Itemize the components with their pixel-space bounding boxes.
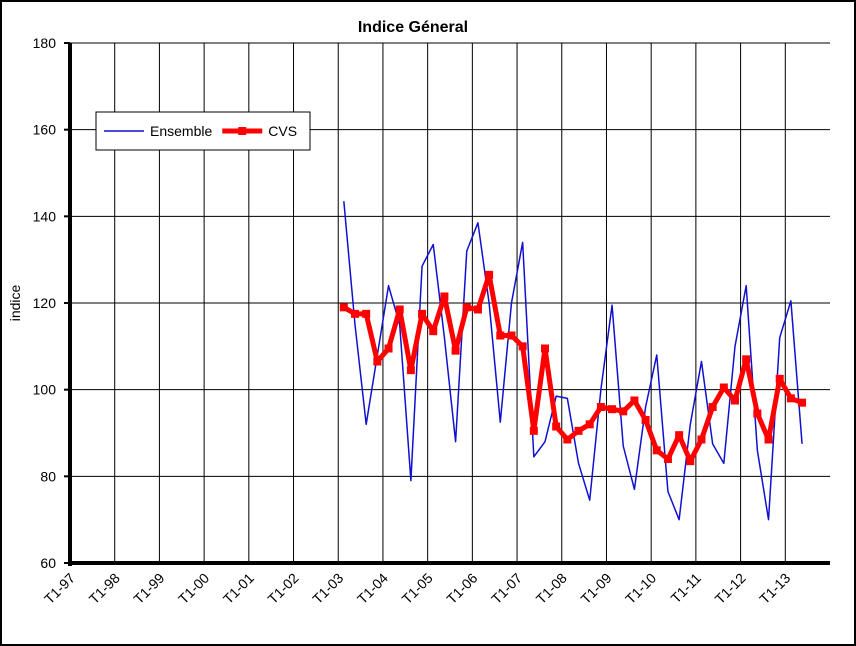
marker: [451, 346, 460, 355]
marker: [351, 309, 359, 318]
marker: [686, 457, 695, 466]
marker: [719, 383, 728, 392]
marker: [429, 327, 438, 336]
series-line: [343, 201, 803, 521]
marker: [697, 435, 706, 444]
marker: [440, 292, 449, 301]
marker: [563, 435, 572, 444]
marker: [652, 446, 661, 455]
marker: [641, 416, 650, 424]
marker: [753, 409, 762, 418]
marker: [373, 357, 382, 366]
marker: [675, 431, 684, 440]
marker: [518, 342, 527, 351]
y-tick-label: 60: [40, 555, 56, 571]
y-tick-label: 140: [33, 208, 57, 224]
y-axis-label: indice: [7, 285, 23, 322]
y-tick-label: 100: [33, 382, 57, 398]
marker: [406, 366, 415, 375]
marker: [663, 455, 672, 463]
marker: [395, 305, 404, 314]
chart-title: Indice Géneral: [358, 19, 468, 36]
marker: [708, 403, 717, 411]
marker: [619, 407, 628, 416]
y-tick-label: 160: [33, 122, 57, 138]
marker: [541, 344, 549, 353]
marker: [339, 303, 348, 312]
marker: [418, 309, 427, 318]
marker: [507, 331, 516, 340]
y-tick-label: 180: [33, 35, 57, 51]
marker: [775, 374, 784, 383]
marker: [764, 435, 773, 444]
marker: [596, 403, 605, 411]
marker: [574, 426, 583, 435]
marker: [485, 270, 494, 279]
marker: [496, 331, 505, 340]
marker: [362, 309, 371, 318]
y-tick-label: 120: [33, 295, 57, 311]
marker: [608, 405, 617, 414]
marker: [742, 355, 751, 364]
legend: Ensemble CVS: [95, 111, 311, 151]
marker: [585, 420, 594, 429]
legend-label: CVS: [268, 123, 297, 139]
marker: [786, 394, 795, 403]
marker: [529, 426, 538, 435]
legend-marker: [238, 127, 247, 135]
marker: [552, 422, 561, 431]
marker: [384, 344, 393, 353]
legend-label: Ensemble: [150, 123, 212, 139]
y-tick-label: 80: [40, 468, 56, 484]
marker: [731, 396, 739, 405]
marker: [462, 303, 471, 312]
marker: [630, 396, 639, 405]
marker: [798, 398, 807, 407]
marker: [473, 305, 482, 314]
